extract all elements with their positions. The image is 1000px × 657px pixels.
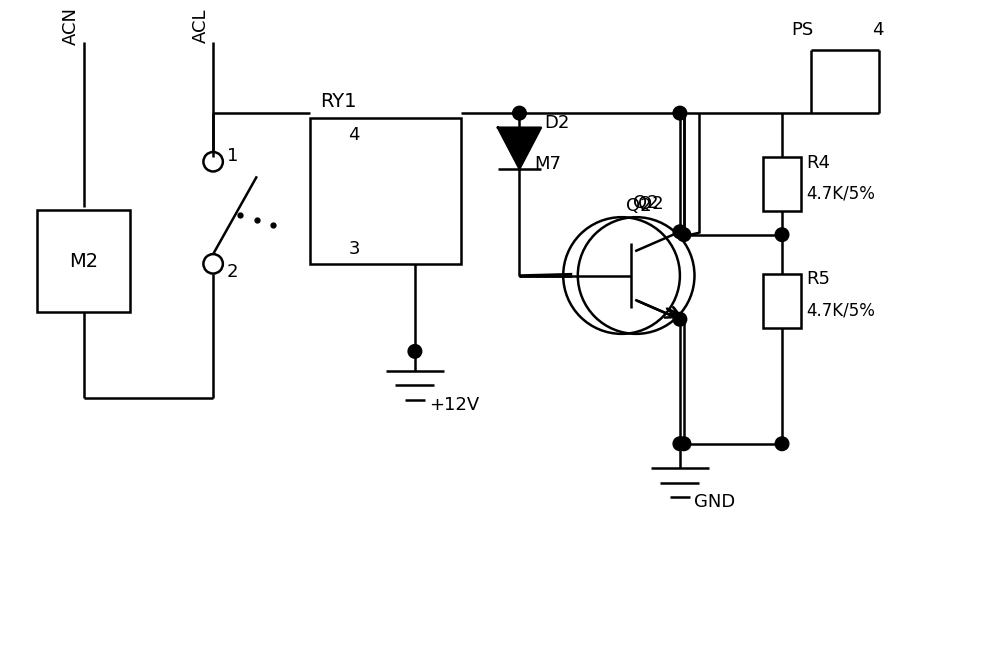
Bar — [763, 158, 801, 211]
Text: D2: D2 — [545, 114, 570, 132]
Bar — [37, 210, 130, 313]
Text: M2: M2 — [69, 252, 98, 271]
Circle shape — [775, 228, 789, 242]
Text: 4.7K/5%: 4.7K/5% — [806, 185, 875, 203]
Text: PS: PS — [792, 22, 814, 39]
Text: ACN: ACN — [62, 7, 80, 45]
Circle shape — [673, 106, 687, 120]
Circle shape — [677, 437, 691, 451]
Text: 4.7K/5%: 4.7K/5% — [806, 302, 875, 319]
Text: 2: 2 — [227, 263, 238, 281]
Text: 3: 3 — [348, 240, 360, 258]
Text: 4: 4 — [872, 22, 883, 39]
Circle shape — [673, 313, 687, 326]
Circle shape — [775, 437, 789, 451]
Circle shape — [573, 212, 699, 339]
Text: +12V: +12V — [429, 396, 480, 414]
Text: Q2: Q2 — [626, 196, 652, 214]
Text: Q2: Q2 — [638, 194, 664, 213]
Text: ACL: ACL — [191, 9, 209, 43]
Bar — [763, 274, 801, 328]
Text: RY1: RY1 — [320, 92, 357, 111]
Circle shape — [673, 437, 687, 451]
Text: 1: 1 — [227, 147, 238, 165]
Text: Q2: Q2 — [633, 194, 659, 212]
Text: R5: R5 — [806, 271, 830, 288]
Text: 4: 4 — [348, 127, 360, 145]
Text: R4: R4 — [806, 154, 830, 171]
Polygon shape — [498, 127, 541, 169]
Bar — [310, 118, 461, 264]
Text: GND: GND — [694, 493, 735, 511]
Circle shape — [677, 228, 691, 242]
Text: M7: M7 — [534, 154, 561, 173]
Circle shape — [513, 106, 526, 120]
Circle shape — [673, 225, 687, 238]
Circle shape — [408, 344, 422, 358]
